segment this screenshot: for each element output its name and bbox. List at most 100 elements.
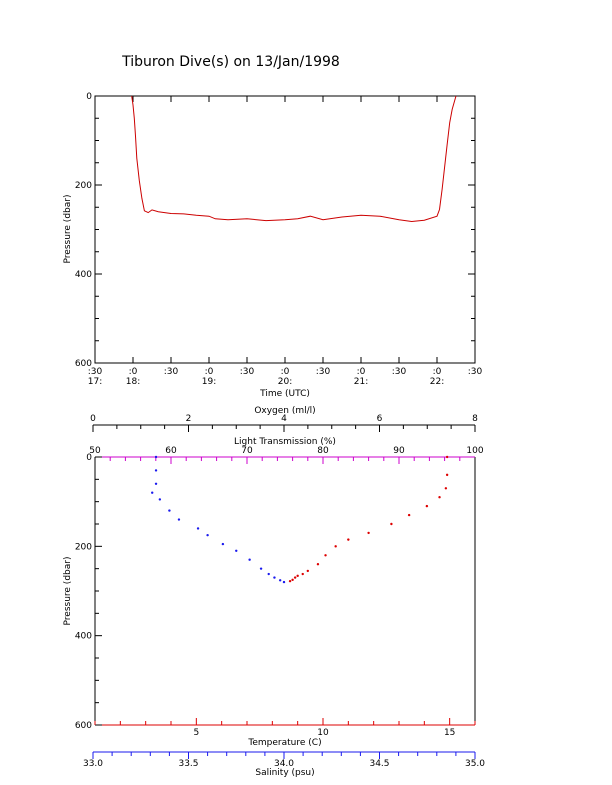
top-x-axis-label: Time (UTC): [259, 389, 310, 399]
temperature-point: [438, 496, 441, 499]
top-x-tick-label: :30: [392, 367, 407, 377]
top-x-tick-label: :0: [129, 367, 138, 377]
temperature-point: [293, 576, 297, 579]
top-x-tick-label: :30: [240, 367, 255, 377]
salinity-point: [158, 498, 162, 501]
top-x-hour-label: 17:: [88, 377, 102, 387]
salinity-point: [154, 469, 158, 472]
salinity-tick-label: 35.0: [465, 759, 485, 769]
top-y-axis-label: Pressure (dbar): [63, 195, 73, 264]
salinity-point: [154, 482, 158, 485]
salinity-point: [168, 509, 171, 512]
salinity-axis-label: Salinity (psu): [255, 768, 314, 778]
figure-title: Tiburon Dive(s) on 13/Jan/1998: [121, 54, 340, 70]
bottom-y-tick-label: 200: [75, 542, 92, 552]
top-x-hour-label: 21:: [354, 377, 368, 387]
top-x-tick-label: :30: [316, 367, 331, 377]
salinity-tick-label: 33.0: [83, 759, 103, 769]
salinity-point: [206, 533, 209, 537]
temperature-point: [367, 531, 370, 535]
temperature-point: [445, 473, 449, 477]
top-x-hour-label: 18:: [126, 377, 140, 387]
top-y-tick-label: 600: [75, 359, 92, 369]
temperature-point: [296, 574, 299, 578]
salinity-tick-label: 33.5: [178, 759, 198, 769]
temperature-axis-label: Temperature (C): [247, 738, 321, 748]
salinity-point: [278, 579, 282, 582]
temperature-axis: 5 10 15: [94, 718, 476, 738]
light-transmission-axis: 50 60 70 80 90 100: [89, 446, 484, 464]
light-tick-label: 50: [89, 446, 101, 456]
temperature-point: [390, 522, 393, 526]
bottom-y-axis-label: Pressure (dbar): [63, 557, 73, 626]
top-x-hour-label: 20:: [278, 377, 292, 387]
temperature-point: [445, 455, 449, 459]
temperature-point: [301, 572, 304, 576]
temperature-tick-label: 15: [444, 728, 455, 738]
salinity-point: [151, 491, 154, 494]
salinity-point: [273, 576, 276, 579]
top-x-tick-label: :0: [433, 367, 442, 377]
oxygen-axis: 0 2 4 6 8: [90, 414, 478, 432]
oxygen-axis-label: Oxygen (ml/l): [254, 406, 315, 416]
oxygen-tick-label: 6: [377, 414, 383, 424]
top-x-tick-label: :0: [205, 367, 214, 377]
light-tick-label: 90: [393, 446, 405, 456]
light-transmission-axis-label: Light Transmission (%): [234, 437, 336, 447]
bottom-y-tick-label: 600: [75, 721, 92, 731]
temperature-point: [316, 563, 320, 566]
temperature-point: [425, 504, 429, 508]
temperature-points: [288, 455, 449, 583]
top-plot-frame: [94, 95, 476, 364]
salinity-point: [282, 580, 286, 584]
top-y-tick-label: 200: [75, 181, 92, 191]
oxygen-tick-label: 2: [186, 414, 192, 424]
light-tick-label: 70: [241, 446, 253, 456]
salinity-point: [235, 549, 238, 552]
top-y-axis: 0 200 400 600: [75, 92, 475, 369]
top-x-axis: :3017::018::30:019::30:020::30:021::30:0…: [88, 96, 483, 387]
temperature-tick-label: 10: [317, 728, 329, 738]
temperature-point: [324, 554, 327, 557]
salinity-point: [267, 572, 270, 576]
salinity-tick-label: 34.5: [369, 759, 389, 769]
temperature-tick-label: 5: [193, 728, 199, 738]
top-y-tick-label: 400: [75, 270, 92, 280]
temperature-point: [347, 538, 350, 541]
salinity-points: [151, 455, 286, 584]
light-tick-label: 100: [466, 446, 483, 456]
salinity-tick-label: 34.0: [274, 759, 294, 769]
temperature-point: [407, 513, 411, 517]
top-x-tick-label: :30: [164, 367, 179, 377]
top-x-tick-label: :0: [357, 367, 366, 377]
light-tick-label: 60: [165, 446, 177, 456]
oxygen-tick-label: 0: [90, 414, 96, 424]
oxygen-tick-label: 8: [472, 414, 478, 424]
top-y-tick-label: 0: [86, 92, 92, 102]
salinity-point: [259, 567, 263, 570]
temperature-point: [288, 579, 292, 583]
salinity-point: [248, 558, 251, 561]
salinity-point: [221, 542, 225, 546]
top-x-tick-label: :30: [468, 367, 483, 377]
light-tick-label: 80: [317, 446, 329, 456]
temperature-point: [291, 578, 294, 582]
salinity-point: [177, 518, 181, 521]
top-x-hour-label: 22:: [430, 377, 444, 387]
oxygen-tick-label: 4: [281, 414, 287, 424]
bottom-y-tick-label: 0: [86, 453, 92, 463]
temperature-point: [334, 545, 337, 548]
bottom-y-tick-label: 400: [75, 632, 92, 642]
pressure-time-series-line: [131, 95, 457, 223]
salinity-axis: 33.0 33.5 34.0 34.5 35.0: [83, 752, 485, 769]
salinity-point: [196, 527, 200, 530]
temperature-point: [306, 569, 309, 573]
temperature-point: [444, 487, 448, 490]
top-x-hour-label: 19:: [202, 377, 216, 387]
top-x-tick-label: :30: [88, 367, 103, 377]
top-x-tick-label: :0: [281, 367, 290, 377]
salinity-point: [154, 455, 158, 459]
